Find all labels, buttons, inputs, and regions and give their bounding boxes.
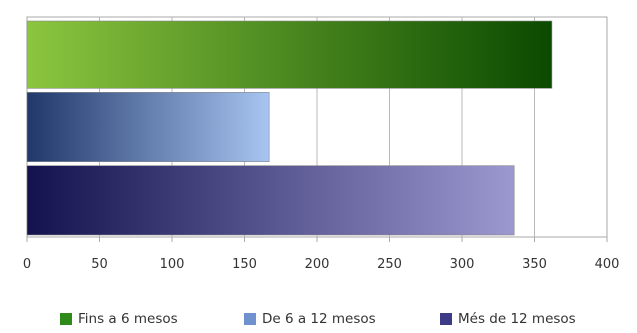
legend-item-0: Fins a 6 mesos — [60, 311, 178, 327]
tick-label-350: 350 — [522, 257, 547, 272]
legend-label-1: De 6 a 12 mesos — [262, 311, 376, 327]
legend: Fins a 6 mesos De 6 a 12 mesos Més de 12… — [0, 311, 637, 333]
legend-swatch-2 — [440, 313, 452, 325]
tick-label-250: 250 — [377, 257, 402, 272]
bar-0 — [26, 20, 553, 89]
tick-label-200: 200 — [305, 257, 330, 272]
tick-label-0: 0 — [23, 257, 31, 272]
bar-2 — [26, 165, 515, 236]
legend-swatch-0 — [60, 313, 72, 325]
tick-label-100: 100 — [160, 257, 185, 272]
tick-label-400: 400 — [595, 257, 620, 272]
legend-swatch-1 — [244, 313, 256, 325]
bar-1 — [26, 92, 270, 162]
bars — [26, 20, 553, 236]
tick-label-150: 150 — [232, 257, 257, 272]
legend-item-2: Més de 12 mesos — [440, 311, 576, 327]
legend-item-1: De 6 a 12 mesos — [244, 311, 376, 327]
x-axis-ticks: 0 50 100 150 200 250 300 350 400 — [23, 237, 620, 272]
legend-label-0: Fins a 6 mesos — [78, 311, 178, 327]
legend-label-2: Més de 12 mesos — [458, 311, 576, 327]
tick-label-50: 50 — [91, 257, 108, 272]
tick-label-300: 300 — [450, 257, 475, 272]
